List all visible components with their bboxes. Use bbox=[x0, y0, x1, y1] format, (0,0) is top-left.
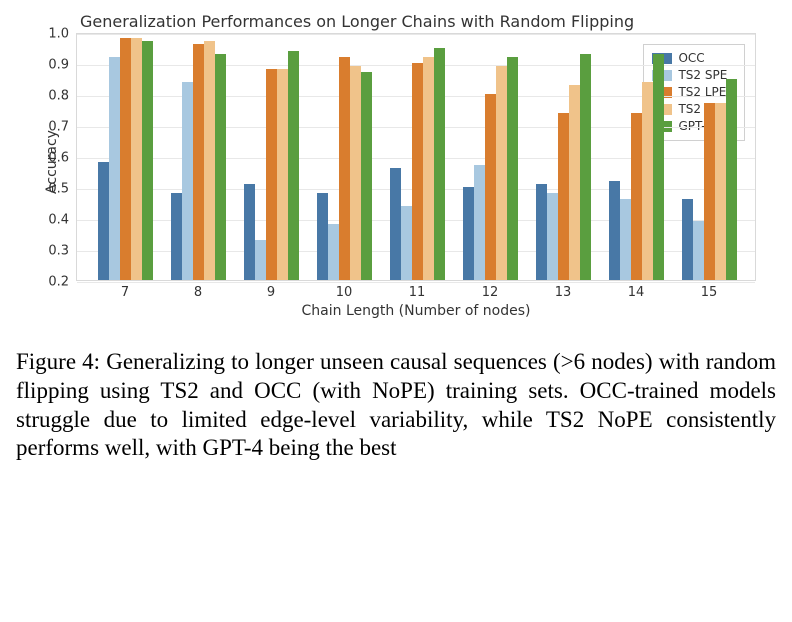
x-tick-label: 14 bbox=[628, 285, 645, 300]
x-tick-label: 7 bbox=[121, 285, 129, 300]
bar bbox=[288, 51, 299, 280]
bar bbox=[474, 165, 485, 280]
bar bbox=[609, 181, 620, 280]
bar bbox=[204, 41, 215, 280]
chart-title: Generalization Performances on Longer Ch… bbox=[16, 12, 776, 31]
bar bbox=[693, 221, 704, 280]
x-tick-label: 15 bbox=[701, 285, 718, 300]
gridline bbox=[77, 34, 755, 35]
bar bbox=[423, 57, 434, 280]
bar bbox=[255, 240, 266, 280]
y-tick-label: 0.8 bbox=[37, 89, 69, 104]
bar bbox=[361, 72, 372, 280]
bar bbox=[109, 57, 120, 280]
bar bbox=[434, 48, 445, 281]
bar bbox=[390, 168, 401, 280]
x-tick-label: 11 bbox=[409, 285, 426, 300]
bar bbox=[704, 103, 715, 280]
gridline bbox=[77, 282, 755, 283]
bar bbox=[98, 162, 109, 280]
y-tick-label: 0.4 bbox=[37, 213, 69, 228]
x-tick-label: 8 bbox=[194, 285, 202, 300]
bar bbox=[328, 224, 339, 280]
bar bbox=[266, 69, 277, 280]
bar bbox=[215, 54, 226, 280]
y-tick-label: 1.0 bbox=[37, 27, 69, 42]
bar bbox=[507, 57, 518, 280]
bar bbox=[244, 184, 255, 280]
x-axis-label: Chain Length (Number of nodes) bbox=[76, 303, 756, 319]
x-tick-label: 10 bbox=[336, 285, 353, 300]
bar bbox=[339, 57, 350, 280]
bar bbox=[182, 82, 193, 280]
x-tick-label: 12 bbox=[482, 285, 499, 300]
y-tick-label: 0.7 bbox=[37, 120, 69, 135]
y-tick-label: 0.2 bbox=[37, 275, 69, 290]
bar bbox=[569, 85, 580, 280]
bar bbox=[682, 199, 693, 280]
bar bbox=[726, 79, 737, 281]
legend-item: TS2 SPE bbox=[652, 67, 736, 84]
caption-text: Generalizing to longer unseen causal seq… bbox=[16, 349, 776, 460]
chart-region: Generalization Performances on Longer Ch… bbox=[16, 12, 776, 312]
bar bbox=[642, 82, 653, 280]
bar bbox=[350, 66, 361, 280]
bar bbox=[317, 193, 328, 280]
y-tick-label: 0.3 bbox=[37, 244, 69, 259]
bar bbox=[653, 54, 664, 280]
y-tick-label: 0.5 bbox=[37, 182, 69, 197]
bar bbox=[171, 193, 182, 280]
bar bbox=[401, 206, 412, 280]
bar bbox=[412, 63, 423, 280]
legend-label: TS2 SPE bbox=[678, 67, 727, 84]
bar bbox=[547, 193, 558, 280]
bar bbox=[142, 41, 153, 280]
y-tick-label: 0.6 bbox=[37, 151, 69, 166]
bar bbox=[131, 38, 142, 280]
y-tick-label: 0.9 bbox=[37, 58, 69, 73]
bar bbox=[463, 187, 474, 280]
x-tick-label: 9 bbox=[267, 285, 275, 300]
legend-item: TS2 LPE bbox=[652, 84, 736, 101]
x-tick-label: 13 bbox=[555, 285, 572, 300]
bar bbox=[580, 54, 591, 280]
bar bbox=[715, 103, 726, 280]
legend-label: TS2 LPE bbox=[678, 84, 726, 101]
bar bbox=[277, 69, 288, 280]
bar bbox=[558, 113, 569, 280]
bar bbox=[631, 113, 642, 280]
caption-label: Figure 4: bbox=[16, 349, 100, 374]
bar bbox=[496, 66, 507, 280]
plot-area: OCCTS2 SPETS2 LPETS2 NoPEGPT-4 0.20.30.4… bbox=[76, 33, 756, 281]
bar bbox=[193, 44, 204, 280]
bar bbox=[536, 184, 547, 280]
figure-caption: Figure 4: Generalizing to longer unseen … bbox=[16, 348, 776, 463]
bar bbox=[120, 38, 131, 280]
bar bbox=[485, 94, 496, 280]
bar bbox=[620, 199, 631, 280]
